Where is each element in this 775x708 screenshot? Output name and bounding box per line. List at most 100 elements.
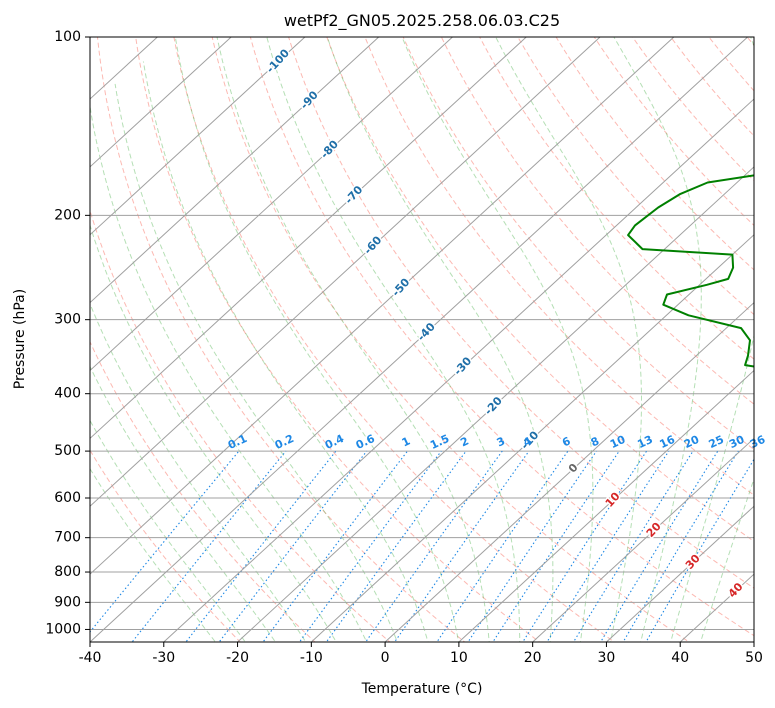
moist-adiabat-line: [90, 223, 337, 642]
mixing-ratio-label: 25: [707, 433, 726, 451]
isotherm-label: -100: [264, 46, 292, 75]
mixing-ratio-label: 16: [658, 433, 678, 451]
mixing-ratio-line: [522, 450, 648, 642]
dry-adiabat-line: [326, 37, 754, 542]
moist-adiabat-line: [216, 37, 490, 642]
y-tick-label: 400: [54, 386, 81, 402]
mixing-ratio-label: 0.4: [323, 432, 346, 452]
mixing-ratio-label: 8: [589, 434, 601, 449]
axes: -40 -30 -20 -10 0 10 20 30 40 5010020030040050060…: [45, 29, 763, 666]
mixing-ratio-line: [298, 450, 442, 642]
mixing-ratio-line: [492, 450, 620, 642]
mixing-ratio-line: [90, 450, 240, 633]
isotherm-line: [458, 369, 754, 642]
dry-adiabat-line: [746, 37, 754, 46]
dry-adiabat-line: [288, 37, 754, 589]
mixing-ratio-label: 1: [400, 434, 412, 449]
y-tick-label: 700: [54, 530, 81, 546]
mixing-ratio-line: [218, 450, 368, 642]
dry-adiabat-line: [517, 37, 754, 316]
dry-adiabat-line: [402, 37, 754, 451]
dewpoint-profile: [627, 174, 754, 368]
chart-title: wetPf2_GN05.2025.258.06.03.C25: [284, 11, 560, 31]
x-tick-label: 30: [598, 650, 616, 666]
mixing-ratio-line: [645, 458, 754, 642]
moist-adiabat-line: [266, 37, 521, 642]
x-tick-label: 10: [450, 650, 468, 666]
isotherm-line: [90, 37, 453, 372]
mixing-ratio-line: [325, 450, 467, 642]
x-axis-label: Temperature (°C): [361, 681, 483, 697]
moist-adiabat-line: [90, 467, 217, 642]
mixing-ratio-label: 0.1: [226, 432, 249, 452]
isotherm-line: [310, 234, 754, 642]
dry-adiabat-line: [211, 37, 690, 642]
mixing-ratio-lines: [90, 450, 754, 642]
moist-adiabat-line: [90, 302, 307, 642]
dry-adiabat-line: [479, 37, 754, 360]
dry-adiabat-line: [96, 37, 466, 642]
dry-adiabat-line: [90, 449, 241, 642]
dry-adiabat-line: [555, 37, 754, 271]
isotherm-line: [0, 37, 10, 642]
isotherm-line: [753, 641, 754, 642]
isotherm-line: [163, 98, 754, 642]
x-tick-label: -10: [300, 650, 323, 666]
moist-adiabat-line: [142, 61, 429, 642]
dry-adiabat-line: [90, 340, 316, 642]
moist-adiabat-line: [90, 104, 368, 642]
x-tick-label: 20: [524, 650, 542, 666]
dry-adiabat-line: [670, 37, 754, 137]
dry-adiabat-line: [593, 37, 754, 227]
moist-adiabat-line: [90, 365, 277, 642]
mixing-ratio-label: 13: [635, 433, 654, 451]
moist-adiabat-line: [90, 419, 246, 642]
y-tick-label: 1000: [45, 621, 81, 637]
isotherm-line: [90, 37, 675, 575]
isotherm-line: [90, 37, 380, 304]
mixing-ratio-line: [185, 450, 337, 642]
dry-adiabat-line: [135, 37, 541, 642]
sounding-profiles: [627, 174, 754, 368]
mixing-ratio-line: [546, 450, 670, 642]
mixing-ratio-label: 6: [560, 434, 573, 449]
y-tick-label: 500: [54, 443, 81, 459]
x-tick-label: 40: [671, 650, 689, 666]
mixing-ratio-line: [622, 450, 739, 642]
plot-frame: [89, 36, 755, 643]
isotherm-lines: [0, 37, 754, 642]
isotherm-line: [90, 37, 748, 642]
dry-adiabat-line: [631, 37, 754, 182]
y-tick-label: 900: [54, 594, 81, 610]
mixing-ratio-label: 2: [458, 434, 470, 449]
isotherm-line: [90, 37, 527, 440]
dry-adiabat-line: [90, 209, 391, 642]
mixing-ratio-label: 30: [727, 433, 747, 451]
dry-adiabat-line: [173, 37, 616, 642]
plot-area: [90, 37, 754, 642]
moist-adiabat-line: [114, 83, 398, 642]
dry-adiabat-line: [440, 37, 754, 405]
mixing-ratio-label: 3: [495, 434, 507, 449]
x-tick-label: -30: [152, 650, 175, 666]
isotherm-line: [90, 37, 232, 168]
x-tick-label: -40: [79, 650, 102, 666]
dry-adiabat-line: [249, 37, 754, 637]
mixing-ratio-line: [131, 450, 287, 642]
mixing-ratio-label: 10: [608, 433, 628, 451]
dry-adiabat-line: [708, 37, 754, 92]
isotherm-line: [679, 573, 754, 642]
moist-adiabat-line: [174, 37, 460, 642]
line-annotations: -100-90-80-70-60-50-40-30-20-10010203040…: [226, 45, 768, 602]
isotherm-line: [90, 37, 306, 236]
x-tick-label: -20: [226, 650, 249, 666]
isotherm-line: [532, 437, 754, 642]
mixing-ratio-label: 36: [748, 433, 768, 451]
mixing-ratio-line: [393, 450, 530, 642]
y-tick-label: 300: [54, 312, 81, 328]
mixing-ratio-line: [600, 450, 719, 642]
isotherm-line: [237, 166, 754, 642]
y-axis-label: Pressure (hPa): [12, 289, 28, 389]
isotherm-line: [90, 37, 601, 507]
